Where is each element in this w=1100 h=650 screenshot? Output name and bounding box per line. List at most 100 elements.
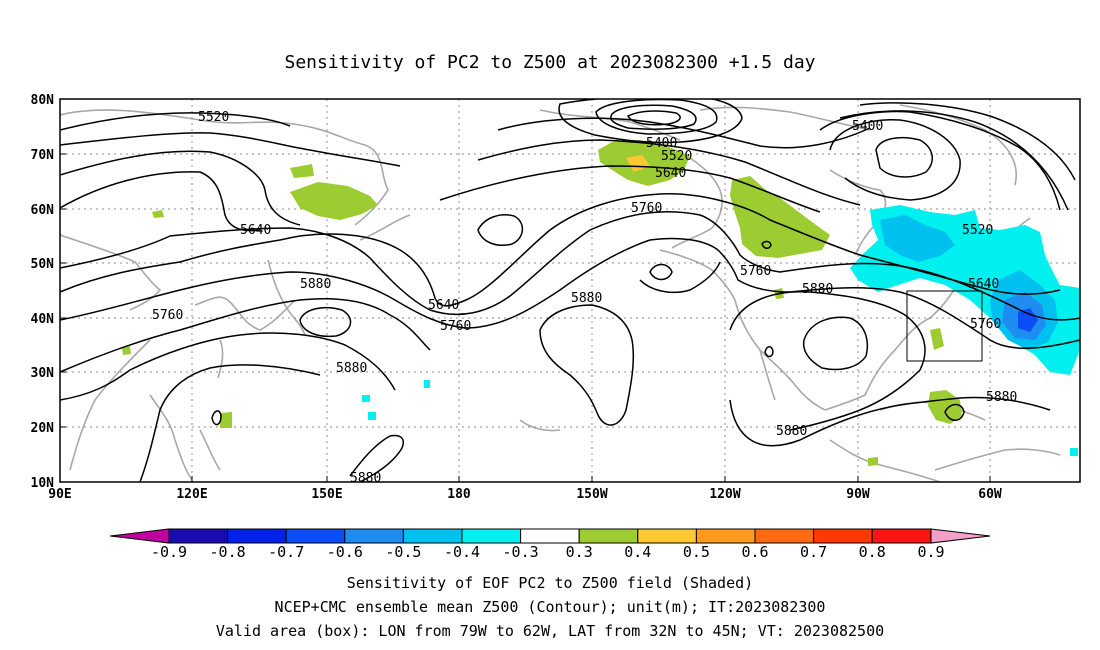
colorbar-low-end — [109, 528, 170, 544]
lon-tick-label: 90W — [846, 487, 870, 502]
z500-contours — [60, 99, 1080, 482]
lon-tick-label: 150W — [576, 487, 607, 502]
axis-ticks — [59, 98, 991, 483]
contour-label: 5880 — [336, 361, 367, 376]
shade-region — [220, 412, 232, 428]
contour-label: 5400 — [852, 119, 883, 134]
colorbar-label: -0.7 — [268, 543, 304, 561]
shade-region — [880, 215, 955, 262]
contour-label: 5880 — [350, 471, 381, 486]
colorbar-cell — [578, 528, 639, 544]
colorbar-label: -0.5 — [385, 543, 421, 561]
colorbar: -0.9 -0.8 -0.7 -0.6 -0.5 -0.4 -0.3 0.3 0… — [109, 528, 991, 561]
colorbar-cells — [168, 528, 932, 544]
lat-tick-label: 80N — [31, 93, 55, 108]
contour-label: 5880 — [986, 390, 1017, 405]
colorbar-label: 0.7 — [800, 543, 827, 561]
contour-label: 5760 — [152, 308, 183, 323]
map-frame — [59, 98, 1081, 483]
colorbar-label: 0.4 — [624, 543, 651, 561]
caption: Sensitivity of EOF PC2 to Z500 field (Sh… — [216, 574, 884, 640]
lat-tick-label: 30N — [31, 366, 55, 381]
lon-tick-labels: 90E 120E 150E 180 150W 120W 90W 60W — [48, 487, 1002, 502]
lon-tick-label: 90E — [48, 487, 71, 502]
chart-title: Sensitivity of PC2 to Z500 at 2023082300… — [284, 52, 815, 73]
colorbar-label: 0.5 — [683, 543, 710, 561]
contour-label: 5880 — [802, 282, 833, 297]
colorbar-cell — [813, 528, 873, 544]
shaded-sensitivity — [122, 140, 1080, 466]
contour-label: 5880 — [300, 277, 331, 292]
colorbar-cell — [402, 528, 463, 544]
lon-tick-label: 120W — [709, 487, 740, 502]
lat-tick-labels: 80N 70N 60N 50N 40N 30N 20N 10N — [31, 93, 55, 491]
lat-tick-label: 70N — [31, 148, 55, 163]
shade-region — [368, 412, 376, 420]
coastlines — [60, 104, 1061, 482]
colorbar-label: 0.3 — [566, 543, 593, 561]
caption-line: NCEP+CMC ensemble mean Z500 (Contour); u… — [275, 598, 826, 616]
shade-region — [730, 176, 830, 258]
shade-region — [122, 346, 131, 355]
shade-region — [928, 390, 962, 424]
shade-region — [290, 182, 378, 220]
colorbar-cell — [344, 528, 404, 544]
map-panel: 5520 5400 5520 5640 5400 5760 5640 5520 … — [31, 93, 1081, 502]
contour-label: 5400 — [646, 136, 677, 151]
lon-tick-label: 150E — [311, 487, 342, 502]
contour-label: 5760 — [440, 319, 471, 334]
colorbar-cell — [871, 528, 932, 544]
contour-label: 5760 — [631, 201, 662, 216]
lat-tick-label: 50N — [31, 257, 55, 272]
graticule — [60, 99, 1080, 482]
shade-region — [868, 457, 878, 466]
colorbar-cell — [637, 528, 697, 544]
contour-label: 5640 — [968, 277, 999, 292]
shade-region — [424, 380, 430, 388]
lat-tick-label: 20N — [31, 421, 55, 436]
lon-tick-label: 60W — [978, 487, 1002, 502]
colorbar-label: 0.8 — [859, 543, 886, 561]
colorbar-cell — [285, 528, 346, 544]
colorbar-cell — [227, 528, 287, 544]
contour-label: 5760 — [740, 264, 771, 279]
colorbar-cell — [520, 528, 580, 544]
lat-tick-label: 10N — [31, 476, 55, 491]
contour-label: 5880 — [776, 424, 807, 439]
shade-region — [152, 210, 164, 218]
lon-tick-label: 120E — [176, 487, 207, 502]
colorbar-label: -0.6 — [327, 543, 363, 561]
contour-label: 5640 — [655, 166, 686, 181]
colorbar-label: -0.4 — [444, 543, 480, 561]
colorbar-high-end — [930, 528, 991, 544]
lon-tick-label: 180 — [447, 487, 471, 502]
colorbar-cell — [461, 528, 522, 544]
contour-label: 5640 — [240, 223, 271, 238]
shade-region — [930, 328, 944, 350]
colorbar-labels: -0.9 -0.8 -0.7 -0.6 -0.5 -0.4 -0.3 0.3 0… — [151, 543, 945, 561]
contour-label: 5520 — [661, 149, 692, 164]
shade-region — [1018, 308, 1038, 332]
colorbar-label: 0.6 — [741, 543, 768, 561]
shade-region — [1070, 448, 1078, 456]
colorbar-cell — [695, 528, 756, 544]
caption-line: Valid area (box): LON from 79W to 62W, L… — [216, 622, 884, 640]
colorbar-cell — [754, 528, 815, 544]
lat-tick-label: 40N — [31, 312, 55, 327]
shade-region — [362, 395, 370, 402]
caption-line: Sensitivity of EOF PC2 to Z500 field (Sh… — [347, 574, 753, 592]
colorbar-label: -0.9 — [151, 543, 187, 561]
colorbar-label: 0.9 — [917, 543, 944, 561]
contour-labels: 5520 5400 5520 5640 5400 5760 5640 5520 … — [152, 110, 1017, 486]
contour-label: 5520 — [198, 110, 229, 125]
colorbar-label: -0.3 — [503, 543, 539, 561]
contour-label: 5760 — [970, 317, 1001, 332]
lat-tick-label: 60N — [31, 203, 55, 218]
colorbar-cell — [168, 528, 229, 544]
shade-region — [290, 164, 314, 178]
contour-label: 5880 — [571, 291, 602, 306]
colorbar-label: -0.8 — [210, 543, 246, 561]
contour-label: 5640 — [428, 298, 459, 313]
contour-label: 5520 — [962, 223, 993, 238]
shade-region — [626, 155, 650, 172]
